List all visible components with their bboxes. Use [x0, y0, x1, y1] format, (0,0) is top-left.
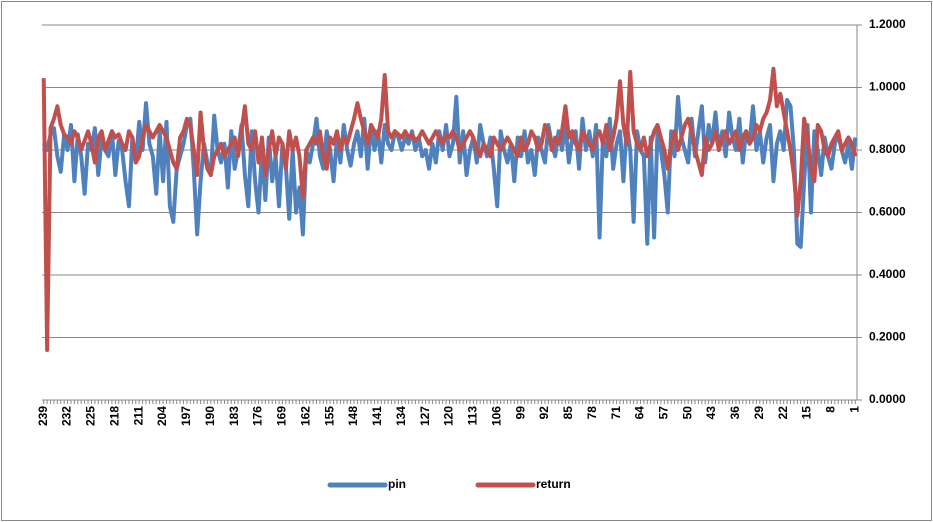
x-tick-label: 218	[107, 406, 121, 426]
x-tick-label: 183	[227, 406, 241, 426]
x-tick-label: 148	[346, 406, 360, 426]
x-tick-label: 169	[275, 406, 289, 426]
y-tick-label: 0.8000	[869, 142, 906, 156]
x-tick-label: 211	[131, 406, 145, 426]
chart-border	[2, 2, 932, 521]
x-tick-label: 232	[60, 406, 74, 426]
x-tick-label: 29	[752, 406, 766, 420]
x-tick-label: 99	[513, 406, 527, 420]
x-tick-label: 1	[847, 406, 861, 413]
legend-label: pin	[388, 477, 406, 491]
x-tick-label: 225	[84, 406, 98, 426]
x-tick-label: 8	[824, 406, 838, 413]
x-tick-label: 78	[585, 406, 599, 420]
x-tick-label: 50	[680, 406, 694, 420]
y-tick-label: 1.0000	[869, 80, 906, 94]
x-tick-label: 106	[489, 406, 503, 426]
x-tick-label: 176	[251, 406, 265, 426]
x-tick-label: 155	[322, 406, 336, 426]
x-tick-label: 190	[203, 406, 217, 426]
legend-label: return	[536, 477, 571, 491]
x-tick-label: 43	[704, 406, 718, 420]
x-tick-label: 15	[800, 406, 814, 420]
x-tick-label: 113	[466, 406, 480, 426]
y-tick-label: 0.2000	[869, 330, 906, 344]
x-tick-label: 239	[36, 406, 50, 426]
y-tick-label: 1.2000	[869, 17, 906, 31]
x-tick-label: 36	[728, 406, 742, 420]
x-tick-label: 92	[537, 406, 551, 420]
y-tick-label: 0.6000	[869, 205, 906, 219]
x-tick-label: 197	[179, 406, 193, 426]
x-tick-label: 85	[561, 406, 575, 420]
x-tick-label: 64	[633, 406, 647, 420]
y-tick-label: 0.4000	[869, 267, 906, 281]
chart: 0.0000 0.2000 0.4000 0.6000 0.8000 1.0000 1.20…	[0, 0, 933, 522]
x-tick-label: 120	[442, 406, 456, 426]
x-tick-label: 22	[776, 406, 790, 420]
x-tick-label: 141	[370, 406, 384, 426]
x-tick-label: 71	[609, 406, 623, 420]
x-tick-label: 134	[394, 406, 408, 426]
x-tick-label: 204	[155, 406, 169, 426]
y-tick-label: 0.0000	[869, 392, 906, 406]
x-tick-label: 127	[418, 406, 432, 426]
x-tick-label: 162	[298, 406, 312, 426]
x-tick-label: 57	[657, 406, 671, 420]
